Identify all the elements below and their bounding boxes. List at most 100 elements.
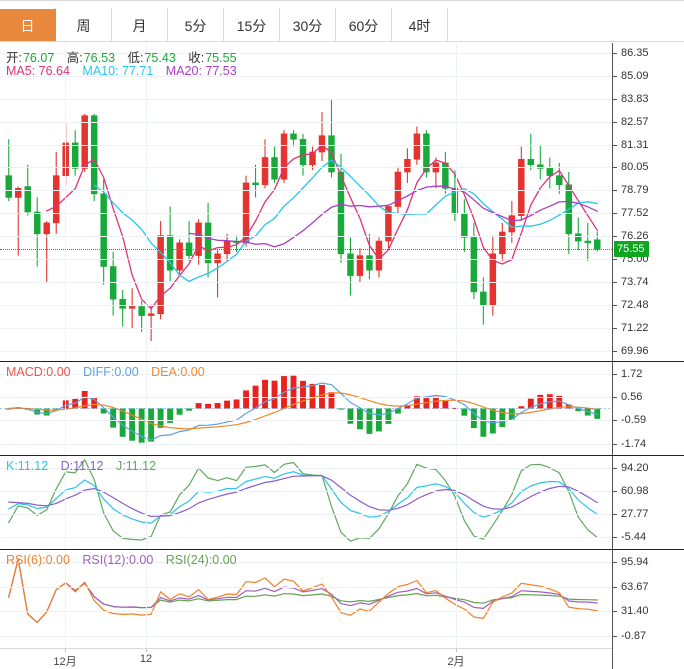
dea-value-legend: DEA:0.00 <box>151 365 205 379</box>
macd-axis: 1.72 0.56 -0.59 -1.74 <box>612 362 684 455</box>
rsi6-value-legend: RSI(6):0.00 <box>6 553 70 567</box>
time-axis-label: 2月 <box>447 656 465 668</box>
ma20-legend: MA20: 77.53 <box>165 64 237 78</box>
axis-tick-mark <box>613 121 617 123</box>
quote-low-label: 低: <box>127 51 144 65</box>
gridline <box>0 490 612 492</box>
vertical-gridline <box>456 550 457 648</box>
axis-tick-mark <box>613 514 617 516</box>
gridline <box>0 190 612 192</box>
gridline <box>0 327 612 329</box>
gridline <box>0 305 612 307</box>
axis-tick-label: 71.22 <box>621 321 649 334</box>
axis-tick-label: 31.40 <box>621 605 649 618</box>
gridline <box>0 144 612 146</box>
axis-tick-label: 86.35 <box>621 46 649 59</box>
gridline <box>0 586 612 588</box>
axis-tick-mark <box>613 75 617 77</box>
vertical-gridline <box>65 456 66 549</box>
time-axis-tick <box>146 649 147 652</box>
gridline <box>0 52 612 54</box>
k-value-legend: K:11.12 <box>6 459 49 473</box>
axis-tick-label: 78.79 <box>621 184 649 197</box>
quote-legend: 开:76.07 高:76.53 低:75.43 收:75.55 <box>6 47 246 66</box>
axis-tick-label: 85.09 <box>621 69 649 82</box>
price-plot-area[interactable] <box>0 43 612 361</box>
tab-15min[interactable]: 15分 <box>224 8 280 42</box>
axis-tick-label: 95.94 <box>621 556 649 569</box>
panel-divider-3 <box>0 549 684 550</box>
axis-tick-mark <box>613 282 617 284</box>
quote-open-label: 开: <box>6 51 22 65</box>
ma10-legend: MA10: 77.71 <box>82 64 154 78</box>
axis-tick-label: -0.87 <box>621 629 647 642</box>
gridline <box>0 537 612 539</box>
quote-open-value: 76.07 <box>22 51 55 65</box>
panel-divider-1 <box>0 361 684 362</box>
axis-tick-mark <box>613 305 617 307</box>
gridline <box>0 121 612 123</box>
tab-4hour[interactable]: 4时 <box>392 8 448 42</box>
macd-plot-area[interactable] <box>0 362 612 455</box>
vertical-gridline <box>146 456 147 549</box>
axis-tick-label: -1.74 <box>621 437 647 450</box>
gridline <box>0 350 612 352</box>
kdj-axis: 94.20 60.98 27.77 -5.44 <box>612 456 684 549</box>
gridline <box>0 635 612 637</box>
time-axis-tick <box>65 649 66 652</box>
vertical-gridline <box>65 362 66 455</box>
quote-high-value: 76.53 <box>83 51 116 65</box>
gridline <box>0 611 612 613</box>
axis-tick-label: 0.56 <box>621 391 643 404</box>
axis-tick-mark <box>613 420 617 422</box>
tab-day[interactable]: 日 <box>0 8 56 42</box>
gridline <box>0 75 612 77</box>
gridline <box>0 467 612 469</box>
gridline <box>0 397 612 399</box>
gridline <box>0 373 612 375</box>
tab-30min[interactable]: 30分 <box>280 8 336 42</box>
kdj-series <box>8 459 598 542</box>
kdj-plot-area[interactable] <box>0 456 612 549</box>
axis-tick-label: 82.57 <box>621 115 649 128</box>
axis-tick-mark <box>613 397 617 399</box>
axis-corner <box>612 648 684 669</box>
tab-60min[interactable]: 60分 <box>336 8 392 42</box>
ma5-legend: MA5: 76.64 <box>6 64 70 78</box>
axis-tick-label: 77.52 <box>621 207 649 220</box>
axis-tick-mark <box>613 373 617 375</box>
axis-tick-mark <box>613 562 617 564</box>
rsi-plot-area[interactable] <box>0 550 612 648</box>
axis-tick-label: -5.44 <box>621 531 647 544</box>
vertical-gridline <box>65 550 66 648</box>
vertical-gridline <box>146 362 147 455</box>
axis-tick-label: 63.67 <box>621 580 649 593</box>
vertical-gridline <box>456 456 457 549</box>
tab-week[interactable]: 周 <box>56 8 112 42</box>
kdj-panel: 94.20 60.98 27.77 -5.44 K:11.12 D:11.12 J:1… <box>0 456 684 549</box>
rsi-legend: RSI(6):0.00 RSI(12):0.00 RSI(24):0.00 <box>6 553 246 567</box>
vertical-gridline <box>146 43 147 361</box>
axis-tick-mark <box>613 167 617 169</box>
macd-legend: MACD:0.00 DIFF:0.00 DEA:0.00 <box>6 365 214 379</box>
axis-tick-label: 27.77 <box>621 508 649 521</box>
tab-month[interactable]: 月 <box>112 8 168 42</box>
kdj-legend: K:11.12 D:11.12 J:11.12 <box>6 459 165 473</box>
quote-high-label: 高: <box>66 51 83 65</box>
period-tabbar[interactable]: 日 周 月 5分 15分 30分 60分 4时 <box>0 8 684 42</box>
macd-panel: 1.72 0.56 -0.59 -1.74 MACD:0.00 DIFF:0.00 D… <box>0 362 684 455</box>
axis-tick-mark <box>613 190 617 192</box>
gridline <box>0 98 612 100</box>
gridline <box>0 443 612 445</box>
rsi24-value-legend: RSI(24):0.00 <box>165 553 237 567</box>
tab-5min[interactable]: 5分 <box>168 8 224 42</box>
time-axis-label: 12月 <box>53 656 77 668</box>
axis-tick-label: 72.48 <box>621 299 649 312</box>
axis-tick-mark <box>613 213 617 215</box>
quote-low-value: 75.43 <box>144 51 176 65</box>
macd-value-legend: MACD:0.00 <box>6 365 71 379</box>
time-axis-label: 12 <box>139 653 153 665</box>
last-price-guideline <box>0 249 612 251</box>
axis-tick-mark <box>613 490 617 492</box>
